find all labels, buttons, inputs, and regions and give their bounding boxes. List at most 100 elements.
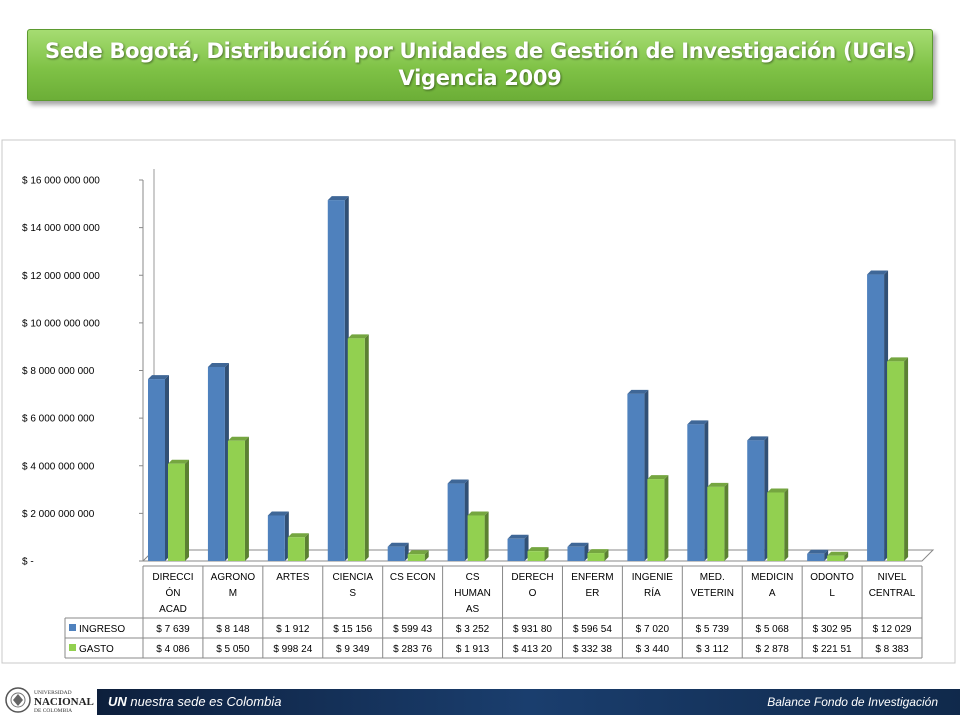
- bar-front: [207, 366, 225, 561]
- bar-gasto: [527, 547, 549, 561]
- y-tick-label: $ -: [22, 557, 34, 568]
- data-label: $ 283 76: [393, 644, 432, 655]
- y-tick-label: $ 6 000 000 000: [22, 414, 95, 425]
- bar-top: [887, 357, 909, 362]
- data-label: $ 5 050: [216, 644, 250, 655]
- bar-front: [267, 515, 285, 561]
- data-label: $ 4 086: [156, 644, 190, 655]
- legend-label-gasto: GASTO: [79, 644, 114, 655]
- bar-top: [347, 334, 369, 339]
- svg-text:DE COLOMBIA: DE COLOMBIA: [34, 708, 72, 714]
- data-label: $ 302 95: [813, 624, 852, 635]
- category-label: L: [829, 588, 835, 599]
- bar-gasto: [467, 511, 489, 561]
- bar-top: [407, 550, 429, 555]
- svg-text:UNIVERSIDAD: UNIVERSIDAD: [34, 690, 72, 696]
- bar-side: [824, 549, 829, 561]
- bar-front: [168, 463, 185, 561]
- data-label: $ 8 383: [875, 644, 909, 655]
- category-label: AS: [466, 604, 480, 615]
- category-label: ARTES: [276, 572, 309, 583]
- footer-right-text: Balance Fondo de Investigación: [767, 695, 938, 709]
- bar-ingreso: [327, 196, 349, 561]
- bar-ingreso: [148, 375, 169, 561]
- bar-gasto: [647, 475, 669, 561]
- category-label: ACAD: [159, 604, 187, 615]
- y-tick-label: $ 14 000 000 000: [22, 223, 100, 234]
- bar-side: [304, 533, 309, 561]
- bar-front: [627, 393, 645, 561]
- bar-side: [844, 551, 849, 561]
- bar-front: [827, 555, 845, 561]
- bar-side: [904, 357, 909, 561]
- footer-tagline-text: nuestra sede es Colombia: [130, 694, 282, 709]
- bar-side: [244, 436, 249, 561]
- category-label: AGRONO: [211, 572, 256, 583]
- bar-front: [687, 424, 705, 561]
- bar-side: [484, 511, 489, 561]
- bar-chart: $ - $ 2 000 000 000 $ 4 000 000 000 $ 6 000…: [1, 139, 956, 664]
- bar-top: [647, 475, 669, 480]
- bar-gasto: [168, 459, 189, 561]
- bar-top: [327, 196, 349, 201]
- bar-side: [664, 475, 669, 561]
- y-tick-label: $ 10 000 000 000: [22, 318, 100, 329]
- bar-ingreso: [627, 389, 649, 561]
- bar-gasto: [407, 550, 429, 561]
- bar-top: [527, 547, 549, 552]
- category-label: VETERIN: [691, 588, 734, 599]
- bar-front: [747, 440, 765, 561]
- data-label: $ 221 51: [813, 644, 852, 655]
- category-label: MED.: [700, 572, 725, 583]
- data-label: $ 3 252: [456, 624, 490, 635]
- bar-top: [267, 511, 289, 516]
- bar-gasto: [347, 334, 369, 561]
- category-label: ER: [585, 588, 599, 599]
- bar-top: [707, 482, 729, 487]
- bar-side: [424, 550, 429, 561]
- data-label: $ 2 878: [756, 644, 790, 655]
- bar-ingreso: [267, 511, 289, 561]
- bar-front: [587, 553, 605, 561]
- bar-front: [707, 486, 725, 561]
- title-banner: Sede Bogotá, Distribución por Unidades d…: [27, 29, 933, 101]
- bar-front: [567, 546, 585, 561]
- legend-swatch-gasto: [69, 644, 76, 651]
- data-label: $ 596 54: [573, 624, 612, 635]
- title-line-2: Vigencia 2009: [398, 66, 562, 90]
- bar-side: [724, 482, 729, 561]
- bar-top: [387, 542, 409, 547]
- data-label: $ 7 639: [156, 624, 190, 635]
- bar-top: [148, 375, 169, 380]
- bar-gasto: [707, 482, 729, 561]
- bar-front: [447, 483, 465, 561]
- category-label: RÍA: [644, 586, 661, 599]
- category-label: INGENIE: [632, 572, 673, 583]
- legend-swatch-ingreso: [69, 624, 76, 631]
- bar-ingreso: [507, 534, 529, 561]
- bar-top: [447, 479, 469, 484]
- legend-label-ingreso: INGRESO: [79, 624, 125, 635]
- bar-gasto: [227, 436, 249, 561]
- category-label: CENTRAL: [869, 588, 916, 599]
- y-tick-label: $ 2 000 000 000: [22, 509, 95, 520]
- bar-front: [227, 440, 245, 561]
- bar-top: [207, 362, 229, 367]
- category-label: ODONTO: [810, 572, 854, 583]
- y-tick-label: $ 8 000 000 000: [22, 366, 95, 377]
- bar-front: [407, 554, 425, 561]
- chart-frame: [1, 139, 956, 664]
- category-label: CIENCIA: [332, 572, 373, 583]
- y-tick-label: $ 16 000 000 000: [22, 176, 100, 187]
- data-label: $ 8 148: [216, 624, 250, 635]
- category-label: CS: [466, 572, 480, 583]
- data-label: $ 9 349: [336, 644, 370, 655]
- bar-front: [887, 361, 905, 561]
- bar-gasto: [827, 551, 849, 561]
- bar-ingreso: [207, 362, 229, 561]
- data-label: $ 7 020: [636, 624, 670, 635]
- bar-front: [327, 200, 345, 561]
- data-label: $ 931 80: [513, 624, 552, 635]
- bar-top: [168, 459, 189, 464]
- category-label: ENFERM: [571, 572, 613, 583]
